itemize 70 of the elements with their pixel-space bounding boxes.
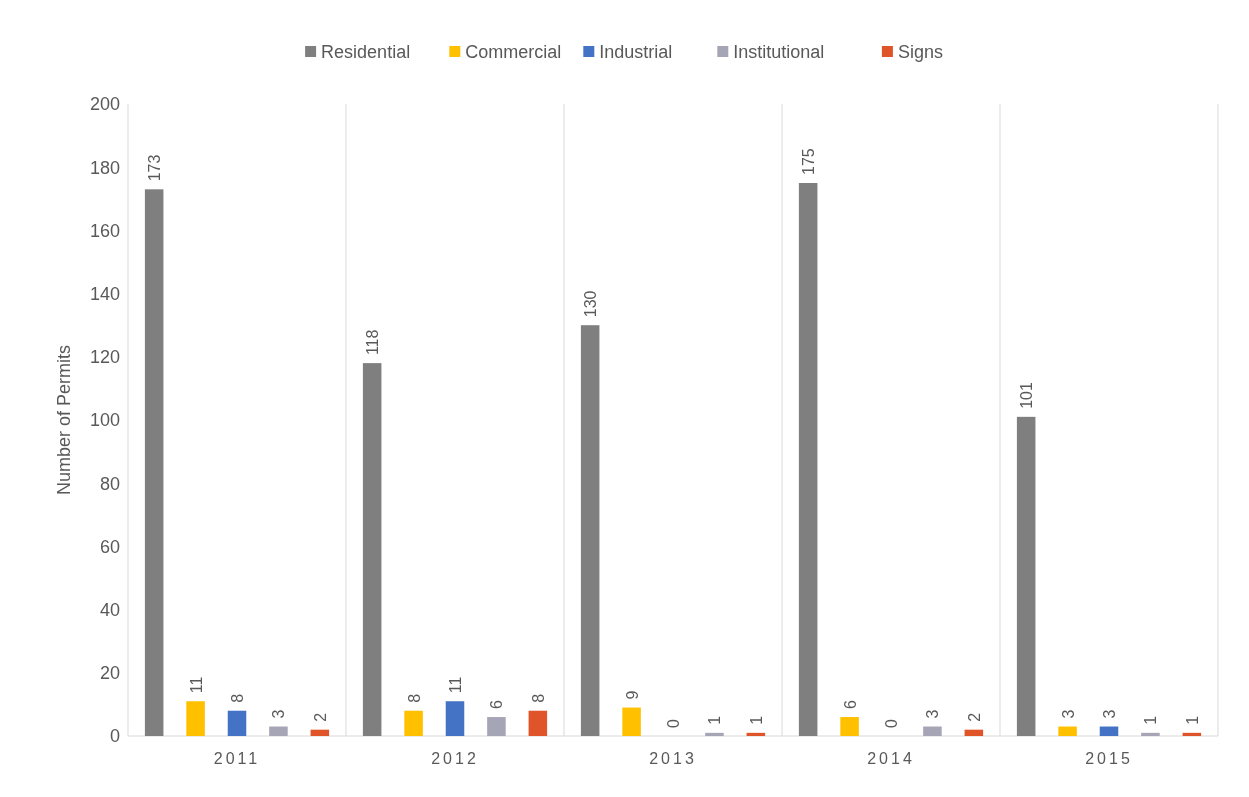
legend-label: Industrial [599, 42, 673, 63]
y-tick-label: 0 [109, 726, 120, 747]
data-label: 118 [364, 329, 382, 356]
y-tick-label: 160 [89, 220, 120, 241]
data-label: 8 [229, 693, 246, 703]
data-label: 3 [1101, 709, 1118, 719]
bar [487, 717, 506, 736]
data-label: 3 [924, 709, 942, 719]
bar [445, 701, 465, 736]
bar [310, 729, 330, 736]
y-axis-title: Number of Permits [54, 344, 74, 496]
bar [404, 710, 423, 736]
bar [1058, 726, 1077, 736]
x-tick-label: 2011 [213, 750, 261, 767]
y-tick-label: 80 [99, 473, 120, 494]
data-label: 1 [747, 715, 765, 725]
data-label: 0 [665, 719, 682, 728]
y-tick-label: 140 [89, 283, 120, 304]
bar [1182, 732, 1202, 736]
bar [1141, 732, 1160, 736]
bar [186, 701, 205, 736]
data-label: 175 [800, 148, 818, 175]
y-tick-label: 120 [89, 347, 120, 368]
bar [269, 726, 288, 736]
data-label: 2 [311, 712, 329, 722]
data-label: 8 [405, 693, 423, 703]
x-tick-label: 2014 [867, 750, 915, 767]
data-label: 3 [1059, 709, 1077, 719]
data-label: 8 [529, 693, 547, 703]
legend-label: Commercial [465, 42, 562, 63]
data-label: 2 [965, 712, 983, 722]
data-label: 3 [270, 709, 288, 719]
bar [923, 726, 942, 736]
data-label: 1 [1183, 715, 1201, 725]
bar [227, 710, 247, 736]
bar [622, 707, 641, 736]
x-tick-label: 2015 [1085, 750, 1133, 767]
data-label: 130 [582, 290, 600, 318]
bar [705, 732, 724, 736]
data-label: 6 [488, 700, 506, 710]
y-tick-label: 200 [89, 94, 120, 115]
data-label: 11 [187, 676, 205, 694]
legend-label: Signs [897, 42, 943, 63]
data-label: 0 [883, 719, 900, 728]
x-tick-label: 2012 [431, 750, 479, 767]
data-label: 11 [447, 676, 464, 694]
data-label: 101 [1018, 382, 1036, 409]
y-tick-label: 20 [99, 663, 120, 684]
y-tick-label: 60 [99, 536, 120, 557]
y-tick-label: 100 [89, 410, 120, 431]
bar [580, 325, 600, 736]
data-label: 1 [706, 715, 724, 725]
y-tick-label: 40 [99, 599, 120, 620]
legend-label: Institutional [733, 42, 825, 63]
data-label: 173 [146, 154, 164, 182]
legend-label: Residential [321, 42, 411, 63]
bar [144, 189, 164, 736]
bar [1099, 726, 1119, 736]
data-label: 9 [623, 690, 641, 700]
data-label: 1 [1142, 715, 1160, 725]
bar [362, 363, 382, 736]
bar [798, 183, 818, 736]
y-tick-label: 180 [89, 157, 120, 178]
bar [964, 729, 984, 736]
bar [746, 732, 766, 736]
bar [840, 717, 859, 736]
bar [528, 710, 548, 736]
data-label: 6 [841, 700, 859, 710]
x-tick-label: 2013 [649, 750, 697, 767]
bar [1016, 416, 1036, 736]
